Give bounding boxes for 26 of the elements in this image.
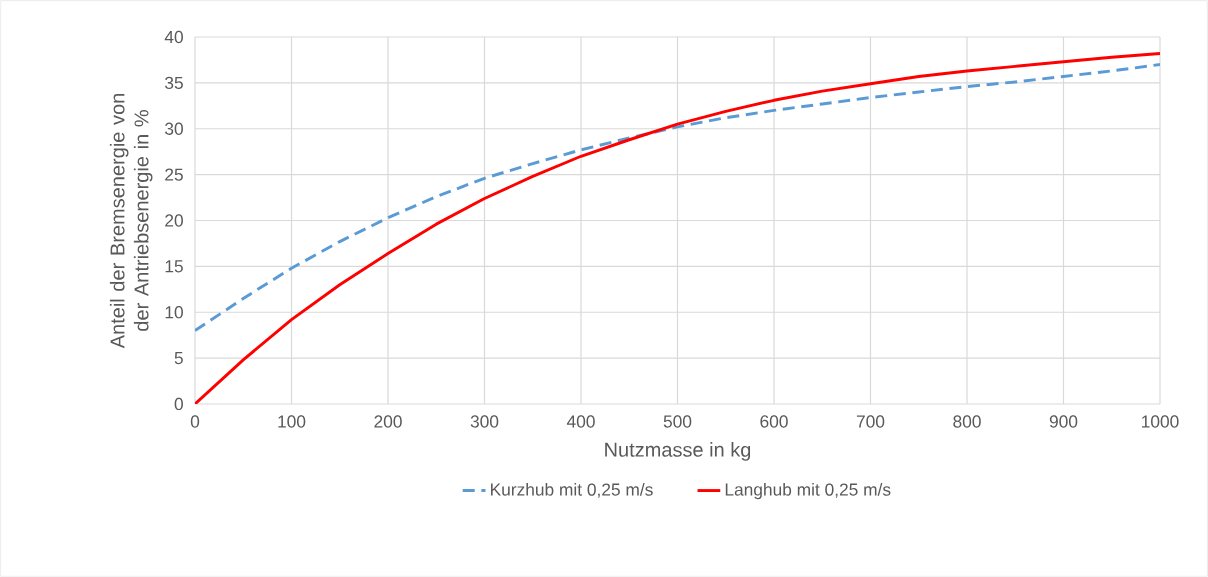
legend-label: Langhub mit 0,25 m/s <box>725 482 891 500</box>
y-tick-label: 30 <box>165 122 183 135</box>
y-tick-label: 10 <box>165 306 183 319</box>
x-tick-label: 600 <box>760 415 788 428</box>
x-tick-label: 800 <box>953 415 981 428</box>
y-tick-label: 25 <box>165 168 183 181</box>
line-series <box>195 52 1160 404</box>
y-tick-label: 5 <box>174 352 183 365</box>
x-axis-title: Nutzmasse in kg <box>605 442 751 461</box>
y-tick-label: 35 <box>165 76 183 90</box>
x-tick-label: 0 <box>190 415 200 428</box>
x-tick-label: 100 <box>278 415 306 428</box>
y-tick-label: 15 <box>165 260 183 273</box>
x-tick-label: 700 <box>856 415 885 428</box>
legend-label: Kurzhub mit 0,25 m/s <box>491 482 653 498</box>
y-tick-label: 40 <box>164 30 183 44</box>
x-tick-label: 500 <box>663 415 692 428</box>
x-tick-label: 1000 <box>1142 415 1179 428</box>
x-tick-label: 900 <box>1049 415 1078 428</box>
y-tick-label: 20 <box>165 214 183 227</box>
x-tick-label: 200 <box>374 415 402 428</box>
line-series <box>195 63 1160 333</box>
y-tick-label: 0 <box>174 397 183 411</box>
x-tick-label: 300 <box>470 415 499 428</box>
y-axis-title: Anteil der Bremsenergie von der Antriebsenergie in % <box>109 94 153 349</box>
x-tick-label: 400 <box>566 415 595 428</box>
